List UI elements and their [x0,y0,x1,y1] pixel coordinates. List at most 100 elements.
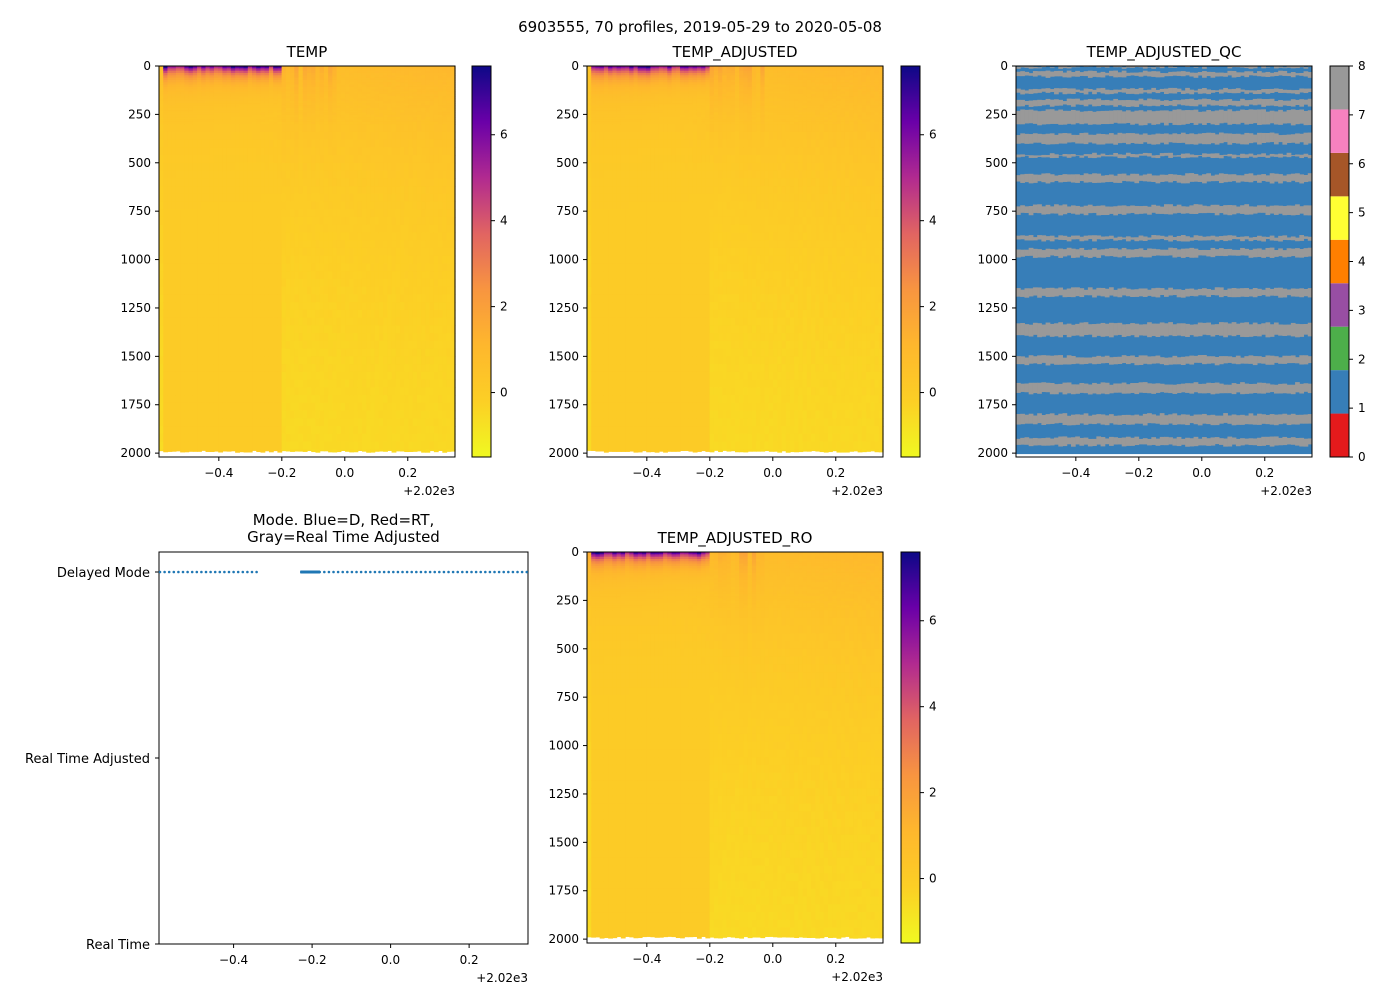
temp-cell [421,387,426,396]
temp-cell [167,93,173,97]
temp-cell [438,96,443,100]
temp-cell [264,170,270,179]
temp-cell [264,178,270,187]
temp-cell [285,387,291,396]
temp-cell [226,356,232,365]
temp-cell [404,79,410,83]
temp-cell [218,124,224,133]
temp-cell [433,84,439,88]
temp-cell [171,271,177,280]
temp-cell [192,294,198,303]
temp-cell [226,271,232,280]
temp-cell [256,139,262,148]
temp-cell [412,186,418,195]
temp_adjusted-cell [587,70,592,74]
temp-cell [332,232,338,241]
temp-cell [361,105,367,109]
temp-cell [366,121,372,125]
temp-cell [416,387,422,396]
temp-cell [319,426,325,435]
temp-cell [416,110,422,114]
temp-cell [218,387,224,396]
temp-cell [361,117,367,121]
temp-cell [332,68,338,72]
temp-cell [188,79,194,83]
temp-cell [366,91,372,95]
temp-cell [294,86,300,90]
temp_adjusted-cell [587,333,592,342]
temp-cell [247,356,253,365]
temp-cell [247,77,253,81]
temp-cell [226,278,232,288]
temp-cell [400,433,405,443]
temp-cell [192,162,198,172]
temp_adjusted-cell [591,309,597,319]
temp-cell [433,395,439,404]
temp-cell [370,348,376,357]
temp-cell [209,117,215,121]
temp-cell [450,302,456,311]
temp-cell [239,271,245,280]
temp-cell [290,79,295,83]
temp-cell [404,162,410,172]
temp-cell [429,247,435,257]
temp-cell [340,193,346,203]
temp-cell [450,79,456,83]
temp-cell [361,139,367,148]
temp-cell [163,209,169,218]
temp-cell [404,77,410,81]
temp-cell [387,131,393,141]
temp-cell [400,162,405,172]
temp-cell [336,96,342,100]
temp-cell [374,193,380,203]
temp-cell [442,348,448,357]
temp-cell [421,449,426,453]
temp-cell [268,247,274,257]
temp-cell [184,255,190,265]
temp-cell [294,82,300,86]
temp-cell [205,216,211,226]
temp-cell [366,93,372,97]
temp-cell [332,121,338,125]
temp-cell [230,410,236,419]
temp-cell [383,193,388,203]
temp-cell [192,247,198,257]
temp-cell [311,216,317,226]
temp-cell [416,433,422,443]
temp-cell [243,433,249,443]
temp-cell [421,201,426,210]
temp-cell [285,395,291,404]
temp-cell [281,395,287,404]
temp-cell [260,100,266,104]
temp-cell [366,395,372,404]
temp-cell [315,278,321,288]
temp-cell [184,89,190,93]
temp-cell [332,325,338,334]
temp-cell [273,124,278,133]
temp-cell [256,84,262,88]
temp-cell [438,91,443,95]
temp-cell [450,86,456,90]
temp-cell [260,86,266,90]
temp-cell [281,255,287,265]
temp-cell [429,317,435,326]
temp-cell [209,201,215,210]
temp-cell [412,98,418,102]
temp-cell [412,75,418,79]
temp-cell [285,79,291,83]
temp-cell [340,105,346,109]
temp-cell [421,325,426,334]
temp-cell [349,201,355,210]
temp-cell [281,433,287,443]
temp-cell [209,255,215,265]
temp_adjusted-cell [595,114,601,118]
temp-cell [213,387,219,396]
temp-cell [429,110,435,114]
temp-cell [340,96,346,100]
temp-cell [285,100,291,104]
temp-cell [209,124,215,133]
temp-cell [167,356,173,365]
temp-cell [395,91,401,95]
temp-cell [307,105,312,109]
temp-cell [277,255,283,265]
